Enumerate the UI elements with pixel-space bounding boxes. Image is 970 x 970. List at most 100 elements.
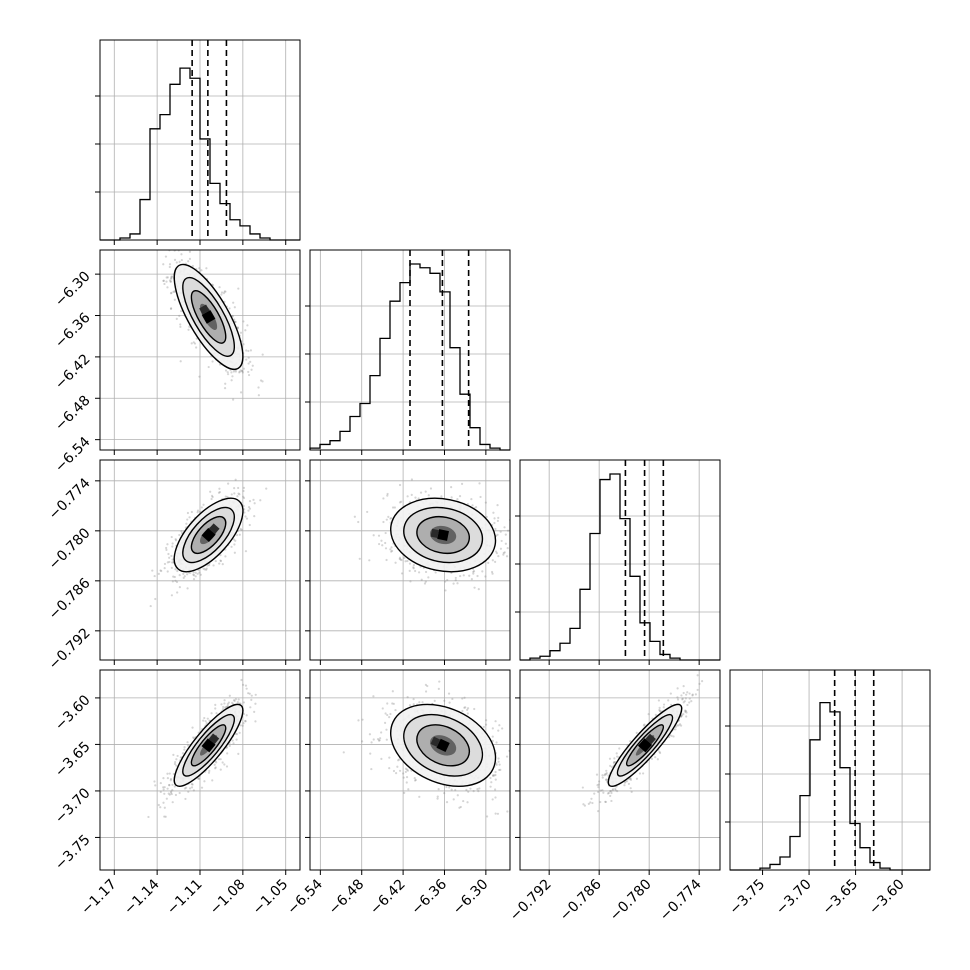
- point: [241, 724, 244, 727]
- point: [170, 566, 173, 570]
- point: [245, 358, 248, 361]
- density: [581, 674, 704, 813]
- point: [226, 752, 229, 755]
- point: [246, 324, 249, 327]
- point: [244, 550, 248, 553]
- point: [180, 530, 183, 533]
- point: [254, 702, 257, 705]
- point: [247, 362, 250, 365]
- point: [452, 582, 455, 585]
- point: [227, 482, 230, 485]
- point: [166, 286, 169, 289]
- point: [191, 783, 194, 786]
- point: [494, 796, 497, 799]
- point: [234, 320, 237, 323]
- point: [394, 772, 398, 775]
- point: [452, 798, 455, 801]
- point: [484, 575, 487, 578]
- point: [199, 573, 202, 576]
- point: [253, 710, 256, 713]
- point: [418, 701, 421, 704]
- point: [169, 779, 172, 782]
- point: [179, 325, 182, 328]
- point: [466, 707, 470, 710]
- point: [496, 812, 500, 815]
- point: [224, 555, 227, 558]
- point: [173, 575, 176, 579]
- point: [657, 699, 660, 702]
- point: [265, 487, 268, 490]
- point: [168, 772, 171, 775]
- point: [491, 798, 494, 801]
- point: [521, 520, 523, 522]
- point: [154, 784, 157, 787]
- point: [417, 497, 420, 500]
- point: [202, 719, 205, 722]
- point: [454, 788, 457, 792]
- point: [186, 741, 189, 744]
- point: [448, 701, 451, 704]
- point: [252, 498, 255, 501]
- point: [222, 292, 226, 295]
- point: [207, 365, 210, 369]
- point: [168, 784, 171, 787]
- contour-line: [182, 276, 235, 357]
- point: [504, 533, 507, 536]
- density-core: [201, 310, 216, 324]
- point: [462, 799, 465, 803]
- hist-panel-3: [725, 669, 931, 875]
- point: [408, 704, 412, 707]
- point: [181, 752, 185, 755]
- point: [188, 516, 191, 519]
- point: [400, 500, 403, 503]
- point: [233, 551, 236, 554]
- point: [386, 713, 389, 717]
- point: [228, 694, 231, 697]
- point: [404, 767, 407, 770]
- point: [223, 290, 226, 293]
- point: [217, 491, 221, 494]
- point: [224, 706, 227, 709]
- point: [166, 570, 169, 573]
- point: [601, 776, 604, 779]
- point: [185, 786, 188, 789]
- point: [384, 531, 387, 535]
- point: [174, 538, 177, 541]
- point: [499, 768, 502, 771]
- point: [242, 495, 245, 498]
- density-core: [199, 304, 210, 315]
- point: [210, 712, 213, 715]
- point: [623, 784, 626, 787]
- density-core: [208, 523, 220, 534]
- point: [203, 780, 206, 783]
- point: [379, 737, 382, 740]
- density-core: [430, 528, 439, 538]
- point: [421, 701, 424, 704]
- point: [436, 795, 439, 798]
- point: [221, 563, 224, 566]
- point: [163, 282, 166, 286]
- scatter-panel-0-3: [95, 669, 301, 875]
- point: [476, 574, 479, 578]
- point: [429, 487, 433, 490]
- point: [434, 571, 437, 574]
- point: [206, 564, 209, 567]
- point: [211, 360, 214, 363]
- point: [237, 492, 240, 495]
- point: [497, 516, 500, 519]
- panel-frame: [309, 459, 511, 661]
- point: [476, 788, 479, 791]
- point: [471, 504, 474, 507]
- point: [172, 753, 175, 756]
- density-core: [201, 738, 216, 753]
- point: [162, 279, 165, 282]
- point: [238, 533, 241, 536]
- point: [176, 754, 179, 758]
- point: [406, 559, 409, 563]
- hist-panel-1: [305, 249, 511, 455]
- point: [445, 800, 449, 804]
- point: [171, 788, 174, 792]
- point: [405, 775, 409, 779]
- point: [387, 515, 390, 518]
